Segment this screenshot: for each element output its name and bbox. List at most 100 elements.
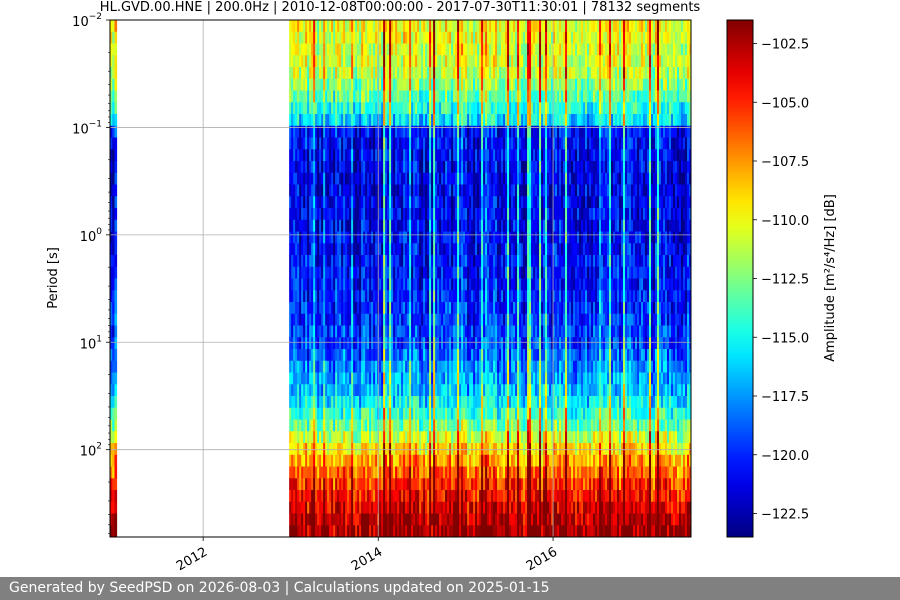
heatmap-cell: [485, 384, 488, 397]
heatmap-cell: [313, 266, 316, 279]
heatmap-cell: [447, 419, 450, 432]
heatmap-cell: [369, 501, 372, 514]
heatmap-cell: [335, 137, 338, 150]
heatmap-cell: [361, 55, 364, 68]
heatmap-cell: [351, 149, 354, 162]
heatmap-cell: [389, 313, 392, 326]
heatmap-cell: [495, 525, 498, 537]
heatmap-cell: [429, 407, 432, 420]
heatmap-cell: [485, 219, 488, 232]
heatmap-cell: [483, 313, 486, 326]
heatmap-cell: [443, 278, 446, 291]
heatmap-cell: [495, 184, 498, 197]
heatmap-cell: [333, 149, 336, 162]
heatmap-cell: [371, 525, 374, 537]
heatmap-cell: [421, 67, 424, 80]
heatmap-cell: [323, 231, 326, 244]
heatmap-cell: [469, 266, 472, 279]
heatmap-cell: [501, 337, 504, 350]
heatmap-cell: [323, 149, 326, 162]
heatmap-cell: [463, 466, 466, 479]
heatmap-cell: [329, 431, 332, 444]
heatmap-cell: [405, 313, 408, 326]
heatmap-column: [385, 20, 388, 537]
heatmap-cell: [435, 78, 438, 91]
heatmap-cell: [495, 125, 498, 138]
heatmap-cell: [357, 466, 360, 479]
heatmap-cell: [441, 407, 444, 420]
heatmap-cell: [475, 525, 478, 537]
heatmap-cell: [345, 219, 348, 232]
heatmap-cell: [479, 431, 482, 444]
heatmap-cell: [373, 255, 376, 268]
heatmap-cell: [495, 219, 498, 232]
heatmap-cell: [331, 490, 334, 503]
heatmap-cell: [311, 231, 314, 244]
heatmap-cell: [321, 125, 324, 138]
heatmap-cell: [407, 55, 410, 68]
heatmap-cell: [415, 431, 418, 444]
heatmap-cell: [471, 419, 474, 432]
heatmap-column: [417, 20, 420, 537]
heatmap-cell: [467, 325, 470, 338]
heatmap-cell: [415, 20, 418, 33]
heatmap-cell: [359, 313, 362, 326]
heatmap-cell: [503, 219, 506, 232]
heatmap-cell: [435, 454, 438, 467]
heatmap-cell: [427, 255, 430, 268]
heatmap-cell: [449, 219, 452, 232]
heatmap-cell: [503, 243, 506, 256]
heatmap-cell: [379, 466, 382, 479]
heatmap-cell: [112, 360, 115, 373]
heatmap-cell: [339, 266, 342, 279]
heatmap-cell: [463, 490, 466, 503]
heatmap-cell: [493, 20, 496, 33]
heatmap-cell: [407, 525, 410, 537]
heatmap-cell: [339, 196, 342, 209]
heatmap-cell: [317, 466, 320, 479]
heatmap-cell: [483, 243, 486, 256]
heatmap-cell: [327, 266, 330, 279]
heatmap-cell: [299, 161, 302, 174]
heatmap-cell: [435, 255, 438, 268]
heatmap-cell: [461, 525, 464, 537]
heatmap-cell: [485, 161, 488, 174]
heatmap-cell: [393, 78, 396, 91]
heatmap-cell: [477, 349, 480, 362]
heatmap-cell: [337, 184, 340, 197]
heatmap-cell: [425, 384, 428, 397]
heatmap-cell: [499, 513, 502, 526]
heatmap-cell: [463, 360, 466, 373]
heatmap-cell: [297, 149, 300, 162]
heatmap-cell: [301, 55, 304, 68]
heatmap-cell: [469, 31, 472, 44]
heatmap-cell: [361, 31, 364, 44]
heatmap-cell: [461, 78, 464, 91]
heatmap-cell: [437, 125, 440, 138]
heatmap-cell: [397, 255, 400, 268]
heatmap-cell: [325, 454, 328, 467]
heatmap-cell: [435, 525, 438, 537]
heatmap-cell: [297, 255, 300, 268]
heatmap-cell: [355, 208, 358, 221]
heatmap-cell: [387, 360, 390, 373]
heatmap-cell: [367, 443, 370, 456]
heatmap-cell: [453, 196, 456, 209]
heatmap-cell: [335, 266, 338, 279]
heatmap-cell: [415, 125, 418, 138]
heatmap-cell: [379, 255, 382, 268]
heatmap-cell: [397, 302, 400, 315]
heatmap-cell: [459, 525, 462, 537]
heatmap-cell: [373, 290, 376, 303]
heatmap-cell: [479, 384, 482, 397]
heatmap-cell: [347, 478, 350, 491]
heatmap-cell: [315, 466, 318, 479]
heatmap-column: [481, 20, 484, 537]
heatmap-cell: [495, 290, 498, 303]
heatmap-cell: [465, 431, 468, 444]
heatmap-cell: [385, 431, 388, 444]
heatmap-cell: [297, 384, 300, 397]
heatmap-cell: [417, 372, 420, 385]
heatmap-cell: [321, 196, 324, 209]
heatmap-cell: [435, 360, 438, 373]
